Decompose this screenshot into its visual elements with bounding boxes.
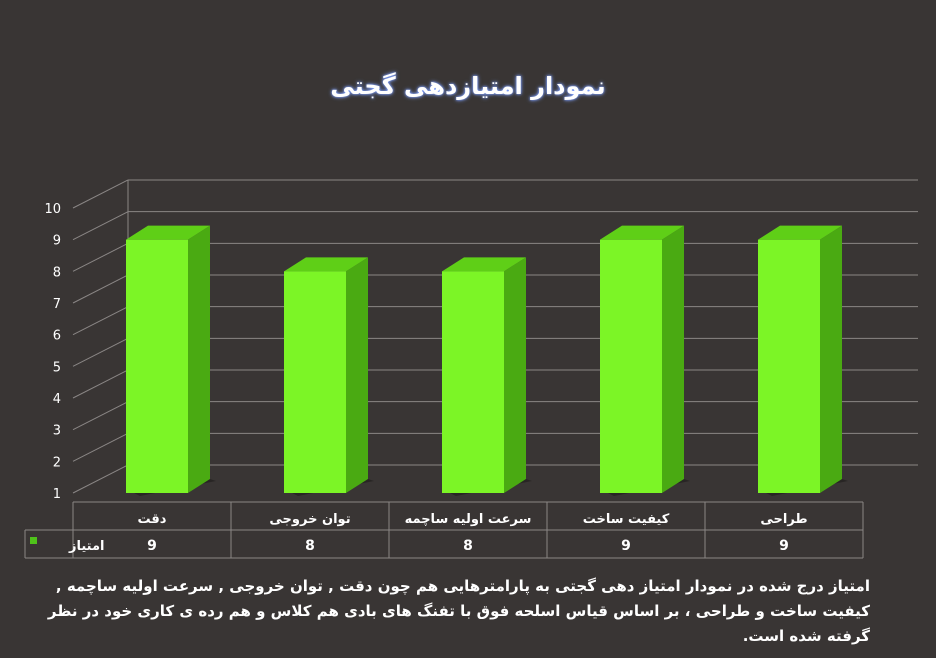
bar-side	[662, 225, 684, 493]
bar-top	[126, 225, 210, 240]
gridline	[72, 432, 129, 462]
gridline	[72, 337, 129, 367]
gridline	[72, 179, 129, 209]
data-label: 9	[621, 538, 631, 554]
bar-side	[346, 257, 368, 493]
gridline	[72, 274, 129, 304]
bar	[284, 271, 346, 493]
bar-side	[188, 225, 210, 493]
chart-title: نمودار امتیازدهی گجتی	[330, 72, 606, 100]
bar	[442, 271, 504, 493]
bar-top	[758, 225, 842, 240]
x-tick-label: دقت	[138, 512, 167, 527]
y-tick-label: 10	[44, 202, 61, 217]
bar-top	[284, 257, 368, 272]
caption-text: امتیاز درج شده در نمودار امتیاز دهی گجتی…	[47, 577, 870, 645]
bar-top	[442, 257, 526, 272]
data-label: 8	[305, 538, 315, 554]
bar-side	[504, 257, 526, 493]
x-tick-label: توان خروجی	[269, 512, 350, 527]
data-label: 9	[147, 538, 157, 554]
legend-label: امتیاز	[68, 539, 104, 554]
y-tick-label: 9	[53, 234, 61, 249]
bar	[126, 239, 188, 493]
gridline	[72, 242, 129, 272]
y-tick-label: 4	[53, 392, 61, 407]
bar	[758, 239, 820, 493]
x-tick-label: کیفیت ساخت	[583, 512, 670, 527]
gridline	[72, 464, 129, 494]
gridline	[72, 369, 129, 399]
gridline	[72, 401, 129, 431]
gridline	[72, 211, 129, 241]
gridline	[72, 306, 129, 336]
bar-side	[820, 225, 842, 493]
legend-swatch	[30, 537, 37, 544]
y-tick-label: 5	[53, 360, 61, 375]
bar-top	[600, 225, 684, 240]
y-tick-label: 7	[53, 297, 61, 312]
y-tick-label: 8	[53, 265, 61, 280]
y-tick-label: 2	[53, 455, 61, 470]
y-tick-label: 3	[53, 424, 61, 439]
data-label: 9	[779, 538, 789, 554]
x-tick-label: سرعت اولیه ساچمه	[405, 512, 532, 527]
data-label: 8	[463, 538, 473, 554]
bar	[600, 239, 662, 493]
x-tick-label: طراحی	[760, 512, 807, 527]
y-tick-label: 6	[53, 329, 61, 344]
y-tick-label: 1	[53, 487, 61, 502]
